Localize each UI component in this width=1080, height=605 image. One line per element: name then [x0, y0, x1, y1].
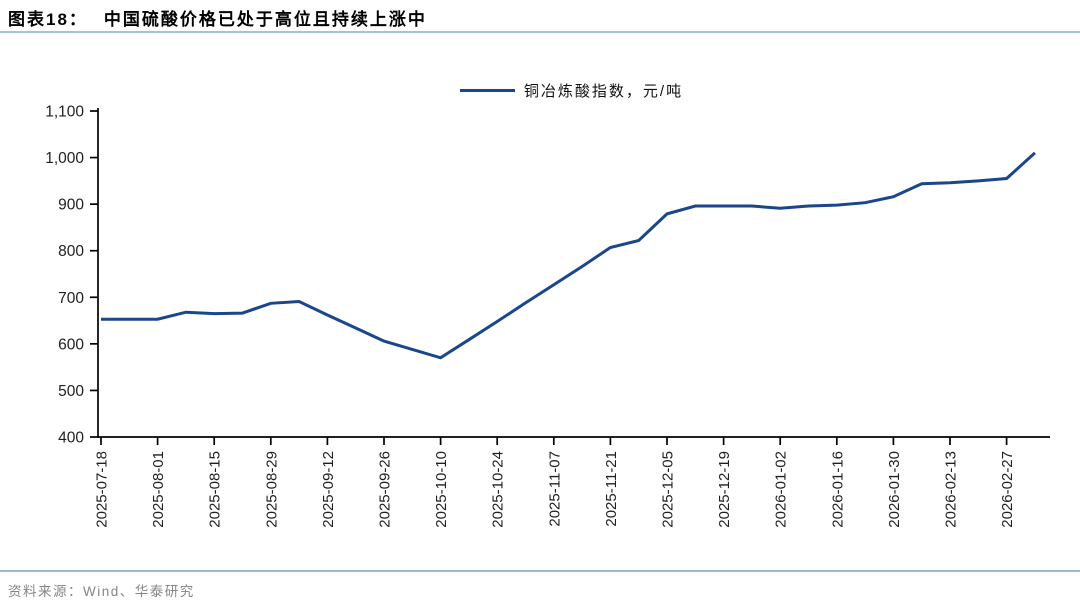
x-tick-label: 2025-09-26 [377, 451, 394, 528]
price-line [101, 151, 1036, 360]
y-tick-label: 900 [58, 197, 84, 214]
chart-title: 图表18： 中国硫酸价格已处于高位且持续上涨中 [8, 5, 1072, 30]
legend-series-label: 铜冶炼酸指数，元/吨 [523, 82, 684, 100]
y-tick-label: 1,000 [45, 150, 84, 167]
y-tick-label: 1,100 [45, 104, 84, 121]
x-axis: 2025-07-18 2025-08-01 2025-08-15 2025-08-29… [94, 436, 1050, 528]
y-axis: 400 500 600 700 800 900 1,000 1,100 [45, 104, 99, 447]
x-tick-label: 2025-11-21 [603, 451, 620, 527]
x-tick-label: 2025-11-07 [546, 451, 563, 527]
x-tick-label: 2025-08-15 [207, 451, 224, 528]
chart-title-text: 中国硫酸价格已处于高位且持续上涨中 [103, 10, 427, 29]
x-tick-label: 2025-08-01 [150, 451, 167, 528]
x-tick-label: 2026-02-27 [999, 451, 1016, 528]
y-tick-label: 500 [58, 383, 84, 400]
y-tick-label: 400 [58, 430, 84, 447]
y-tick-label: 600 [58, 336, 84, 353]
x-tick-label: 2025-07-18 [94, 451, 111, 528]
source-note: 资料来源：Wind、华泰研究 [8, 584, 195, 599]
y-tick-label: 800 [58, 243, 84, 260]
x-tick-label: 2026-01-30 [886, 451, 903, 528]
footer-divider-line [0, 570, 1080, 572]
chart-title-tag: 图表18： [8, 10, 88, 29]
title-divider-line [0, 31, 1080, 33]
x-tick-label: 2025-10-24 [490, 451, 507, 528]
x-tick-label: 2025-10-10 [433, 451, 450, 528]
x-tick-label: 2025-12-19 [716, 451, 733, 528]
x-tick-label: 2025-12-05 [660, 451, 677, 528]
x-tick-label: 2025-08-29 [263, 451, 280, 528]
x-tick-label: 2025-09-12 [320, 451, 337, 528]
x-tick-label: 2026-01-02 [773, 451, 790, 528]
y-tick-label: 700 [58, 290, 84, 307]
chart-legend: 铜冶炼酸指数，元/吨 [93, 80, 1050, 100]
x-tick-label: 2026-02-13 [943, 451, 960, 528]
legend-line-swatch [459, 88, 515, 92]
x-tick-label: 2026-01-16 [829, 451, 846, 528]
